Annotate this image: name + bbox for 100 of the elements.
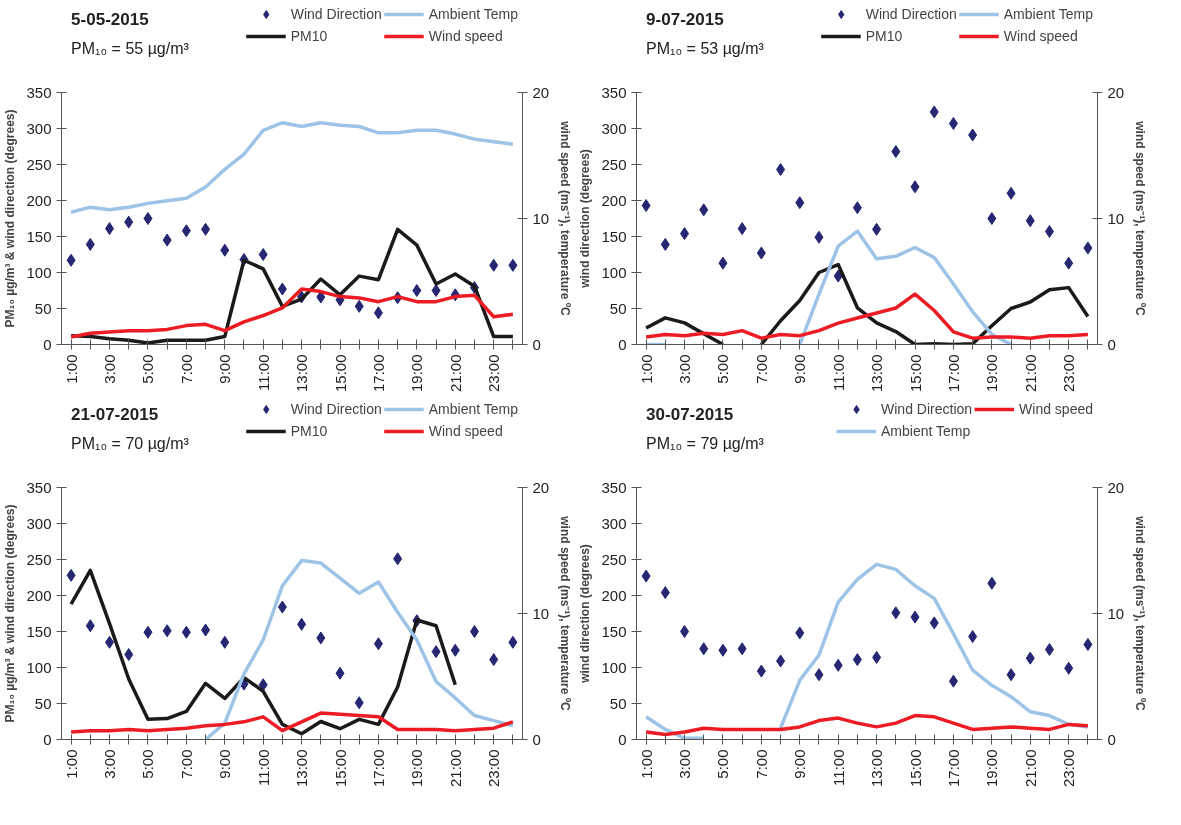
x-tick-label: 19:00 xyxy=(983,354,1001,393)
y-tick-label: 50 xyxy=(609,694,627,712)
y-tick-label: 250 xyxy=(601,550,627,568)
x-tick-label: 1:00 xyxy=(62,354,80,384)
y-tick-label: 0 xyxy=(618,730,627,748)
legend-label: Wind Direction xyxy=(881,401,973,417)
legend-label: Wind Direction xyxy=(290,6,382,22)
chart-title: 9-07-2015 xyxy=(646,9,724,29)
x-tick-label: 15:00 xyxy=(331,749,349,788)
y-tick-label: 200 xyxy=(601,586,627,604)
x-tick-label: 21:00 xyxy=(446,749,464,788)
x-tick-label: 7:00 xyxy=(752,354,770,384)
x-tick-label: 21:00 xyxy=(1021,354,1039,393)
y2-tick-label: 10 xyxy=(1107,604,1125,622)
x-tick-label: 17:00 xyxy=(944,749,962,788)
y-tick-label: 250 xyxy=(26,155,52,173)
x-tick-label: 9:00 xyxy=(791,354,809,384)
x-tick-label: 11:00 xyxy=(829,354,847,391)
chart-subtitle: PM₁₀ = 55 µg/m³ xyxy=(71,39,190,57)
x-tick-label: 21:00 xyxy=(1021,749,1039,788)
y2-tick-label: 0 xyxy=(532,335,541,353)
y-tick-label: 300 xyxy=(26,119,52,137)
x-tick-label: 1:00 xyxy=(637,749,655,779)
legend-label: Ambient Temp xyxy=(1003,6,1093,22)
x-tick-label: 17:00 xyxy=(944,354,962,393)
y-axis-title: wind direction (degrees) xyxy=(578,149,593,289)
y2-tick-label: 20 xyxy=(532,83,550,101)
y-tick-label: 200 xyxy=(26,586,52,604)
y-tick-label: 300 xyxy=(26,514,52,532)
x-tick-label: 13:00 xyxy=(868,749,886,788)
y2-tick-label: 20 xyxy=(1107,83,1125,101)
x-tick-label: 11:00 xyxy=(829,749,847,786)
x-tick-label: 23:00 xyxy=(485,354,503,393)
x-tick-label: 9:00 xyxy=(791,749,809,779)
chart-subtitle: PM₁₀ = 53 µg/m³ xyxy=(646,39,765,57)
x-tick-label: 17:00 xyxy=(369,749,387,788)
x-tick-label: 7:00 xyxy=(177,749,195,779)
x-tick-label: 5:00 xyxy=(714,749,732,779)
legend-label: Ambient Temp xyxy=(428,401,518,417)
x-tick-label: 9:00 xyxy=(216,354,234,384)
legend-label: Wind speed xyxy=(428,423,503,439)
y-tick-label: 0 xyxy=(618,335,627,353)
y-tick-label: 250 xyxy=(601,155,627,173)
y-axis-title: PM₁₀ µg/m³ & wind direction (degrees) xyxy=(3,109,18,328)
x-tick-label: 11:00 xyxy=(254,749,272,786)
chart-title: 5-05-2015 xyxy=(71,9,149,29)
y-axis-title: wind direction (degrees) xyxy=(578,544,593,684)
x-tick-label: 1:00 xyxy=(62,749,80,779)
chart-title: 30-07-2015 xyxy=(646,404,734,424)
x-tick-label: 15:00 xyxy=(906,749,924,788)
x-tick-label: 19:00 xyxy=(408,749,426,788)
y-tick-label: 100 xyxy=(26,658,52,676)
x-tick-label: 21:00 xyxy=(446,354,464,393)
y-tick-label: 150 xyxy=(26,227,52,245)
x-tick-label: 11:00 xyxy=(254,354,272,391)
y2-axis-title: wind speed (ms⁻¹), temperature ºC xyxy=(558,120,573,317)
x-tick-label: 1:00 xyxy=(637,354,655,384)
y-tick-label: 150 xyxy=(601,227,627,245)
y-tick-label: 150 xyxy=(601,622,627,640)
y2-tick-label: 10 xyxy=(1107,209,1125,227)
y-tick-label: 350 xyxy=(601,478,627,496)
y-axis-title: PM₁₀ µg/m³ & wind direction (degrees) xyxy=(3,504,18,723)
x-tick-label: 23:00 xyxy=(1060,749,1078,788)
y-tick-label: 100 xyxy=(601,658,627,676)
x-tick-label: 7:00 xyxy=(177,354,195,384)
x-tick-label: 5:00 xyxy=(714,354,732,384)
y2-axis-title: wind speed (ms⁻¹), temperature ºC xyxy=(558,515,573,712)
y2-tick-label: 10 xyxy=(532,604,550,622)
y-tick-label: 350 xyxy=(26,478,52,496)
legend-label: Wind speed xyxy=(1003,28,1078,44)
y2-tick-label: 0 xyxy=(1107,335,1116,353)
x-tick-label: 7:00 xyxy=(752,749,770,779)
x-tick-label: 9:00 xyxy=(216,749,234,779)
legend-label: PM10 xyxy=(865,28,903,44)
y-tick-label: 50 xyxy=(34,694,52,712)
legend-label: Wind speed xyxy=(1019,401,1093,417)
y-tick-label: 50 xyxy=(34,299,52,317)
x-tick-label: 3:00 xyxy=(101,354,119,384)
x-tick-label: 5:00 xyxy=(139,749,157,779)
legend-label: Wind Direction xyxy=(865,6,957,22)
legend-label: Wind speed xyxy=(428,28,503,44)
chart-title: 21-07-2015 xyxy=(71,404,159,424)
y2-tick-label: 20 xyxy=(532,478,550,496)
y-tick-label: 250 xyxy=(26,550,52,568)
x-tick-label: 13:00 xyxy=(293,749,311,788)
y2-axis-title: wind speed (ms⁻¹), temperature ºC xyxy=(1133,515,1148,712)
x-tick-label: 19:00 xyxy=(983,749,1001,788)
y2-tick-label: 20 xyxy=(1107,478,1125,496)
y-tick-label: 300 xyxy=(601,119,627,137)
y2-tick-label: 0 xyxy=(1107,730,1116,748)
x-tick-label: 23:00 xyxy=(1060,354,1078,393)
legend-label: Wind Direction xyxy=(290,401,382,417)
y-tick-label: 100 xyxy=(26,263,52,281)
y-tick-label: 0 xyxy=(43,335,52,353)
y2-axis-title: wind speed (ms⁻¹), temperature ºC xyxy=(1133,120,1148,317)
x-tick-label: 13:00 xyxy=(293,354,311,393)
y2-tick-label: 10 xyxy=(532,209,550,227)
x-tick-label: 3:00 xyxy=(101,749,119,779)
y-tick-label: 0 xyxy=(43,730,52,748)
y-tick-label: 200 xyxy=(26,191,52,209)
